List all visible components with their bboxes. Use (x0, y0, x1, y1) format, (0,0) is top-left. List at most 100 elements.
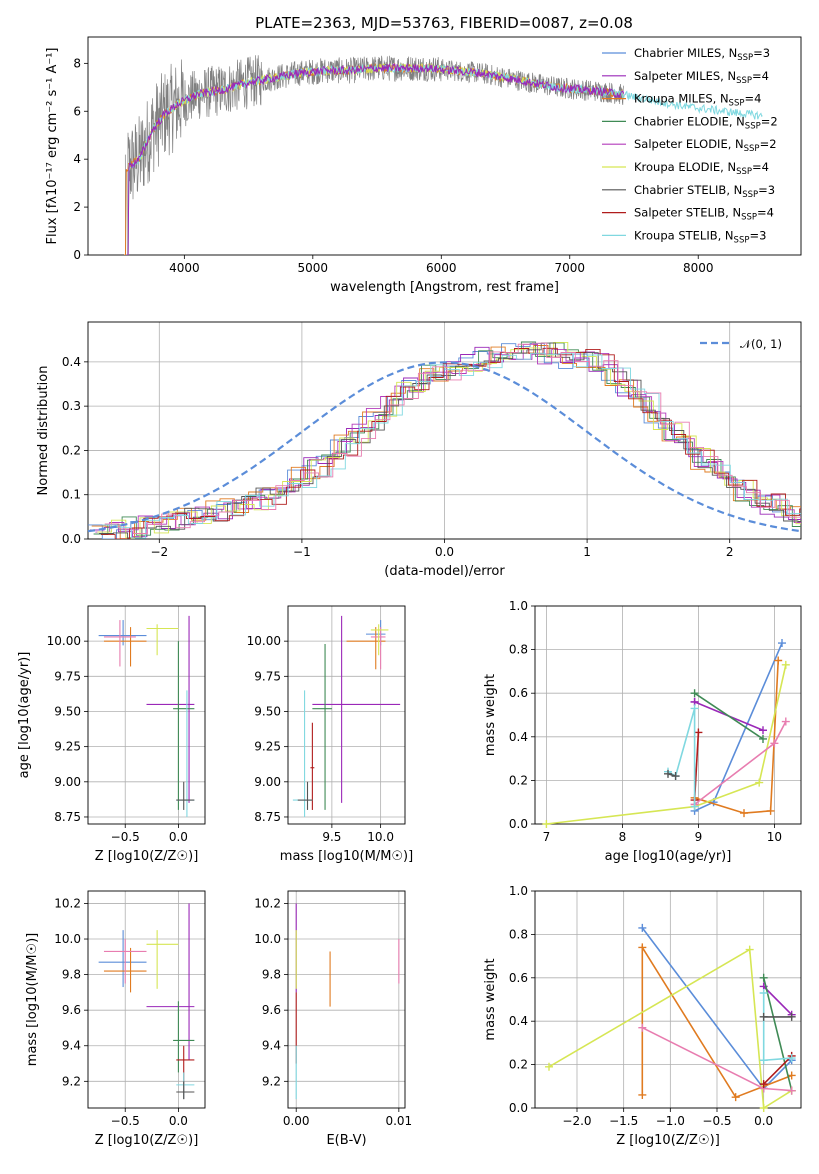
legend-entry: 𝒩(0, 1) (740, 337, 782, 351)
x-tick-label: 2 (726, 545, 734, 559)
y-tick-label: 0.2 (509, 1058, 528, 1072)
y-tick-label: 9.25 (254, 740, 281, 754)
chart-title: PLATE=2363, MJD=53763, FIBERID=0087, z=0… (255, 14, 633, 32)
weight-line (694, 660, 779, 814)
residual-histogram-panel: −2 −1 0.0 1 2 0.0 0.1 0.2 0.3 0.4 (data-model)/err… (36, 321, 802, 579)
weight-marker (787, 1071, 796, 1080)
y-tick-label: 9.6 (262, 1003, 281, 1017)
y-tick-label: 9.25 (54, 740, 81, 754)
y-tick-label: 8.75 (254, 810, 281, 824)
y-tick-label: 2 (73, 200, 81, 214)
x-tick-label: 0.0 (435, 545, 454, 559)
x-tick-label: −0.5 (702, 1114, 731, 1128)
weight-marker (542, 820, 551, 828)
weight-line (667, 708, 696, 807)
x-tick-label: 0.0 (169, 830, 188, 844)
histogram-step (97, 341, 801, 539)
model-spectrum-line (126, 62, 625, 255)
legend-entry: Kroupa ELODIE, NSSP=4 (634, 160, 769, 177)
weight-marker (731, 1093, 740, 1102)
x-axis-label: wavelength [Angstrom, rest frame] (330, 280, 559, 295)
x-axis-label: Z [log10(Z/Z☉)] (95, 849, 199, 864)
x-tick-label: 0.0 (169, 1114, 188, 1128)
spectrum-panel: 4000 5000 6000 7000 8000 0 2 4 6 8 wavelength [Ang… (45, 14, 802, 295)
x-tick-label: −1.0 (656, 1114, 685, 1128)
weight-marker (545, 1062, 553, 1071)
y-tick-label: 9.00 (54, 775, 81, 789)
weight-marker (781, 660, 790, 669)
weight-vs-metallicity-panel: −2.0 −1.5 −1.0 −0.5 0.0 0.0 0.2 0.4 0.6 0.8 1.0 Z [… (483, 884, 802, 1148)
y-tick-label: 9.75 (54, 669, 81, 683)
weight-marker (759, 726, 767, 735)
axes-frame (287, 890, 406, 1109)
y-tick-label: 0.6 (509, 971, 528, 985)
weight-line (763, 985, 793, 1016)
legend-entry: Salpeter ELODIE, NSSP=2 (634, 137, 777, 154)
weight-marker (759, 988, 768, 997)
x-tick-label: 10 (767, 830, 782, 844)
weight-marker (638, 943, 647, 952)
y-tick-label: 9.8 (62, 968, 81, 982)
y-axis-label: Normed distribution (36, 366, 51, 496)
x-tick-label: 10.0 (367, 830, 394, 844)
y-tick-label: 9.8 (262, 968, 281, 982)
x-axis-label: age [log10(age/yr)] (605, 849, 732, 864)
weight-marker (787, 1054, 796, 1063)
legend-entry: Kroupa MILES, NSSP=4 (634, 92, 761, 109)
y-axis-label: age [log10(age/yr)] (17, 652, 32, 779)
axes-frame (534, 605, 802, 825)
y-tick-label: 10.0 (254, 932, 281, 946)
histogram-step (99, 342, 801, 539)
x-tick-label: −1 (293, 545, 311, 559)
x-tick-label: 9.5 (322, 830, 341, 844)
x-tick-label: −2 (150, 545, 168, 559)
weight-marker (690, 802, 699, 811)
weight-marker (638, 923, 647, 932)
y-tick-label: 9.4 (62, 1039, 81, 1053)
weight-marker (740, 809, 748, 818)
weight-marker (664, 769, 672, 778)
weight-marker (759, 734, 767, 743)
weight-marker (671, 772, 680, 781)
axes-frame (87, 890, 206, 1109)
weight-line (762, 977, 793, 1091)
x-tick-label: −0.5 (111, 1114, 140, 1128)
x-tick-label: 7000 (554, 261, 585, 275)
x-axis-label: Z [log10(Z/Z☉)] (95, 1133, 199, 1148)
weight-marker (778, 639, 786, 648)
legend-entry: Chabrier MILES, NSSP=3 (634, 46, 770, 63)
histogram-step (102, 352, 801, 539)
y-tick-label: 10.00 (247, 634, 281, 648)
x-tick-label: 0.00 (283, 1114, 310, 1128)
y-tick-label: 0.2 (509, 773, 528, 787)
weight-marker (759, 1080, 768, 1089)
x-tick-label: 7 (543, 830, 551, 844)
y-tick-label: 0.4 (509, 730, 528, 744)
weight-marker (770, 739, 779, 748)
legend-entry: Kroupa STELIB, NSSP=3 (634, 228, 766, 245)
y-tick-label: 0.0 (509, 1101, 528, 1115)
x-axis-label: E(B-V) (326, 1133, 366, 1148)
axes-frame (87, 36, 802, 256)
weight-line (546, 664, 787, 825)
histogram-step (93, 341, 801, 536)
weight-marker (787, 1086, 796, 1095)
y-tick-label: 8.75 (54, 810, 81, 824)
weight-marker (690, 689, 699, 698)
y-tick-label: 0.0 (62, 532, 81, 546)
y-axis-label: Flux [fλ10⁻¹⁷ erg cm⁻² s⁻¹ A⁻¹] (45, 48, 60, 245)
legend-entry: Chabrier ELODIE, NSSP=2 (634, 114, 778, 131)
y-tick-label: 0.6 (509, 686, 528, 700)
weight-marker (690, 704, 699, 713)
y-tick-label: 9.50 (254, 704, 281, 718)
weight-marker (759, 1104, 768, 1112)
histogram-step (91, 345, 801, 539)
age-vs-mass-panel: 9.5 10.0 8.75 9.00 9.25 9.50 9.75 10.00 mass [lo… (247, 605, 413, 864)
legend-entry: Salpeter STELIB, NSSP=4 (634, 206, 774, 223)
y-axis-label: mass weight (483, 674, 498, 756)
weight-marker (638, 1023, 647, 1032)
weight-marker (759, 973, 768, 982)
x-tick-label: −2.0 (562, 1114, 591, 1128)
weight-marker (694, 728, 703, 737)
